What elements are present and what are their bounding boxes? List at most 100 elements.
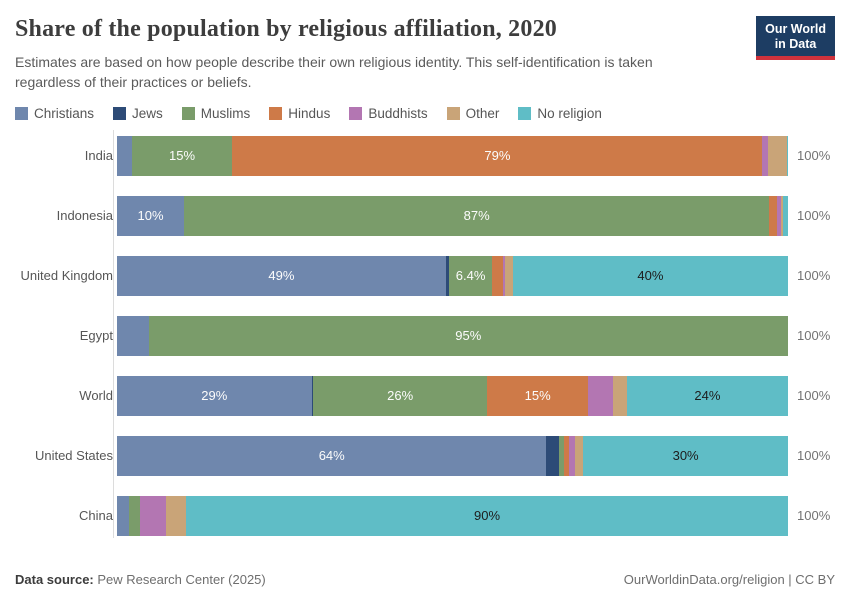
segment-value-label: 6.4% xyxy=(455,268,486,284)
segment-value-label: 15% xyxy=(169,148,196,164)
data-source-label: Data source: xyxy=(15,572,94,587)
legend-item-jews[interactable]: Jews xyxy=(113,106,163,121)
bar-segment-hindus[interactable] xyxy=(492,255,503,296)
legend-swatch-icon xyxy=(181,106,195,120)
bar-segment-jews[interactable] xyxy=(546,435,559,476)
bar-segment-none[interactable] xyxy=(786,135,788,176)
chart-row: China 90% 100% xyxy=(15,495,835,536)
bar-segment-muslims[interactable]: 87% xyxy=(184,195,770,236)
bar-segment-none[interactable] xyxy=(782,195,788,236)
chart-row: World 29% 26% 15% 24% 100% xyxy=(15,375,835,416)
bar-segment-none[interactable]: 40% xyxy=(512,255,788,296)
bar-segment-other[interactable] xyxy=(613,375,627,416)
bar-segment-none[interactable]: 30% xyxy=(583,435,788,476)
bar-segment-other[interactable] xyxy=(767,135,787,176)
bar-segment-hindus[interactable] xyxy=(769,195,778,236)
stacked-bar: 64% 30% xyxy=(117,435,788,476)
segment-value-label: 90% xyxy=(474,508,501,524)
segment-value-label: 30% xyxy=(672,448,699,464)
owid-logo-line2: in Data xyxy=(774,37,817,51)
row-label: World xyxy=(79,388,113,404)
legend-item-christians[interactable]: Christians xyxy=(15,106,94,121)
chart-row: Indonesia 10% 87% 100% xyxy=(15,195,835,236)
bar-segment-christians[interactable]: 49% xyxy=(117,255,446,296)
bar-segment-muslims[interactable] xyxy=(558,435,564,476)
bar-segment-hindus[interactable] xyxy=(563,435,570,476)
bar-segment-other[interactable] xyxy=(505,255,513,296)
total-label: 100% xyxy=(797,508,831,524)
bar-segment-buddhists[interactable] xyxy=(588,375,614,416)
segment-value-label: 49% xyxy=(268,268,295,284)
legend-swatch-icon xyxy=(349,106,363,120)
segment-value-label: 87% xyxy=(463,208,490,224)
page-title: Share of the population by religious aff… xyxy=(15,16,557,42)
stacked-bar: 15% 79% xyxy=(117,135,788,176)
segment-value-label: 26% xyxy=(387,388,414,404)
bar-segment-other[interactable] xyxy=(575,435,584,476)
data-source-value: Pew Research Center (2025) xyxy=(97,572,266,587)
chart-area: India 15% 79% 100% Indonesia 10% 87% 100% United… xyxy=(15,129,835,538)
bar-segment-muslims[interactable]: 95% xyxy=(148,315,788,356)
bar-segment-jews[interactable] xyxy=(311,375,313,416)
total-label: 100% xyxy=(797,388,831,404)
row-label: Indonesia xyxy=(56,208,113,224)
legend-swatch-icon xyxy=(518,106,532,120)
bar-segment-muslims[interactable] xyxy=(129,495,140,536)
bar-segment-other[interactable] xyxy=(781,195,783,236)
segment-value-label: 79% xyxy=(484,148,511,164)
chart-row: United Kingdom 49% 6.4% 40% 100% xyxy=(15,255,835,296)
bar-segment-none[interactable]: 90% xyxy=(186,495,788,536)
legend-label: No religion xyxy=(537,105,602,121)
owid-logo-line1: Our World xyxy=(765,22,826,36)
legend-label: Christians xyxy=(34,105,95,121)
legend-item-buddhists[interactable]: Buddhists xyxy=(349,106,428,121)
bar-segment-buddhists[interactable] xyxy=(569,435,576,476)
bar-segment-christians[interactable] xyxy=(117,315,149,356)
bar-segment-buddhists[interactable] xyxy=(502,255,506,296)
bar-segment-christians[interactable] xyxy=(117,135,132,176)
chart-rows: India 15% 79% 100% Indonesia 10% 87% 100% United… xyxy=(15,129,835,538)
header-text: Share of the population by religious aff… xyxy=(15,14,715,93)
segment-value-label: 29% xyxy=(201,388,228,404)
bar-segment-muslims[interactable]: 6.4% xyxy=(449,255,493,296)
row-label: Egypt xyxy=(79,328,113,344)
legend-item-muslims[interactable]: Muslims xyxy=(181,106,250,121)
bar-segment-christians[interactable]: 29% xyxy=(117,375,312,416)
chart-footer: Data source: Pew Research Center (2025) … xyxy=(15,572,835,587)
bar-segment-hindus[interactable]: 79% xyxy=(232,135,763,176)
bar-segment-christians[interactable] xyxy=(117,495,130,536)
bar-segment-none[interactable]: 24% xyxy=(626,375,788,416)
legend-item-other[interactable]: Other xyxy=(446,105,500,121)
bar-segment-buddhists[interactable] xyxy=(777,195,782,236)
bar-segment-muslims[interactable]: 15% xyxy=(131,135,233,176)
bar-segment-buddhists[interactable] xyxy=(139,495,166,536)
chart-row: Egypt 95% 100% xyxy=(15,315,835,356)
legend-item-hindus[interactable]: Hindus xyxy=(269,106,330,121)
row-label: United Kingdom xyxy=(20,268,114,284)
bar-segment-muslims[interactable]: 26% xyxy=(312,375,488,416)
bar-segment-christians[interactable]: 64% xyxy=(117,435,547,476)
stacked-bar: 29% 26% 15% 24% xyxy=(117,375,788,416)
owid-link[interactable]: OurWorldinData.org/religion | CC BY xyxy=(623,572,835,587)
legend-item-none[interactable]: No religion xyxy=(518,106,602,121)
legend-label: Jews xyxy=(132,105,163,121)
row-label: United States xyxy=(34,448,113,464)
bar-segment-other[interactable] xyxy=(165,495,187,536)
chart-row: United States 64% 30% 100% xyxy=(15,435,835,476)
owid-logo: Our World in Data xyxy=(756,16,835,60)
bar-segment-buddhists[interactable] xyxy=(762,135,768,176)
segment-value-label: 15% xyxy=(524,388,551,404)
segment-value-label: 40% xyxy=(637,268,664,284)
total-label: 100% xyxy=(797,148,831,164)
bar-segment-hindus[interactable]: 15% xyxy=(487,375,588,416)
legend-swatch-icon xyxy=(269,106,283,120)
chart-subtitle: Estimates are based on how people descri… xyxy=(15,54,653,91)
legend-label: Hindus xyxy=(288,105,331,121)
legend-label: Other xyxy=(465,105,500,121)
bar-segment-jews[interactable] xyxy=(445,255,450,296)
stacked-bar: 49% 6.4% 40% xyxy=(117,255,788,296)
stacked-bar: 90% xyxy=(117,495,788,536)
bar-segment-christians[interactable]: 10% xyxy=(117,195,185,236)
data-source: Data source: Pew Research Center (2025) xyxy=(15,572,266,587)
